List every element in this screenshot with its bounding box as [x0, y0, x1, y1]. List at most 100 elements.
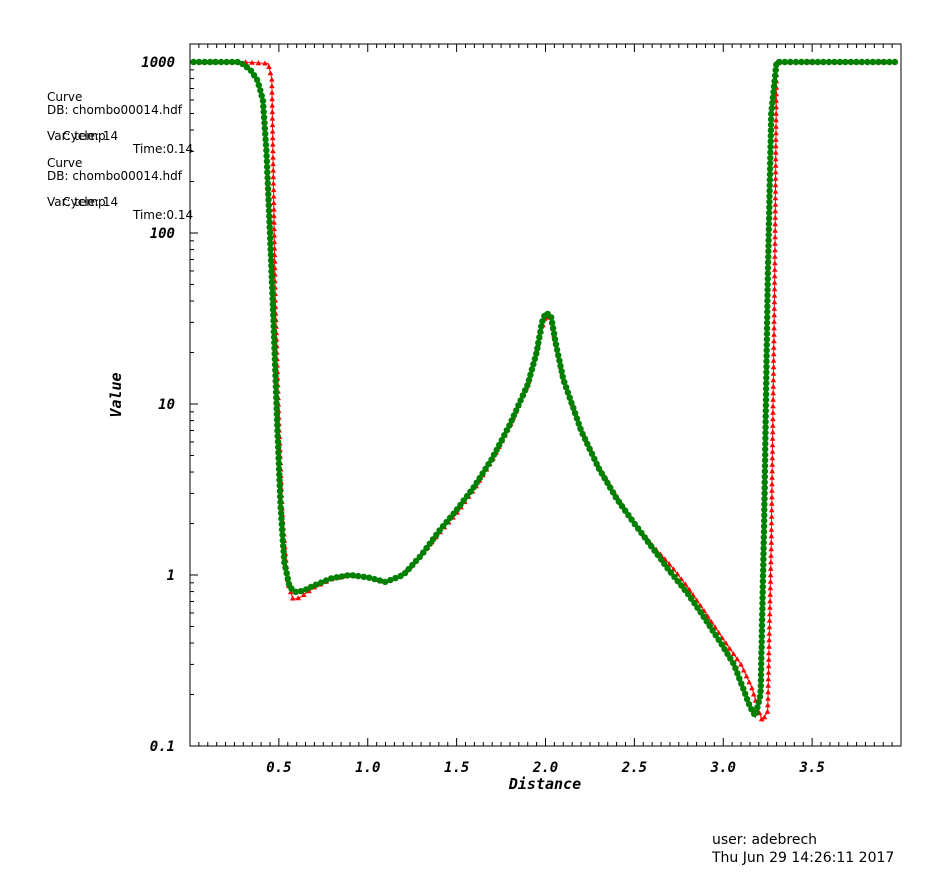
- data-point: [609, 489, 617, 496]
- data-point: [765, 242, 772, 250]
- data-point: [259, 97, 267, 105]
- data-point: [760, 534, 767, 541]
- data-point: [772, 188, 779, 194]
- data-point: [275, 465, 283, 473]
- data-point: [405, 565, 412, 573]
- data-point: [262, 130, 269, 138]
- data-point: [772, 234, 778, 240]
- data-point: [734, 656, 740, 662]
- data-point: [538, 323, 545, 330]
- data-point: [488, 456, 495, 463]
- data-point: [551, 335, 559, 343]
- data-point: [674, 578, 681, 585]
- data-point: [453, 506, 461, 513]
- data-point: [688, 595, 695, 602]
- data-point: [531, 355, 539, 363]
- data-point: [548, 314, 555, 321]
- x-tick-label: 1.0: [355, 760, 380, 776]
- data-point: [761, 457, 769, 464]
- data-point: [763, 363, 770, 370]
- data-point: [787, 58, 794, 66]
- data-point: [762, 451, 769, 458]
- data-point: [206, 58, 214, 66]
- data-point: [270, 167, 276, 173]
- data-point: [757, 666, 765, 673]
- data-point: [228, 58, 236, 66]
- data-point: [269, 290, 276, 297]
- data-point: [757, 682, 764, 689]
- data-point: [266, 63, 272, 69]
- data-point: [247, 67, 255, 74]
- legend-var: Var: temp: [47, 195, 106, 209]
- data-point: [561, 378, 568, 386]
- data-point: [768, 520, 775, 526]
- data-point: [765, 682, 771, 688]
- data-point: [761, 714, 768, 720]
- data-point: [762, 413, 769, 420]
- data-point: [770, 88, 777, 96]
- data-point: [771, 338, 777, 344]
- data-point: [740, 667, 747, 673]
- data-point: [269, 306, 277, 313]
- data-point: [769, 429, 776, 435]
- data-point: [770, 370, 777, 376]
- data-point: [638, 529, 645, 537]
- data-point: [761, 501, 768, 508]
- footer-user: user: adebrech: [712, 832, 818, 848]
- data-point: [591, 455, 598, 462]
- data-point: [581, 435, 589, 443]
- data-point: [697, 609, 704, 616]
- data-point: [764, 281, 771, 288]
- data-point: [759, 583, 766, 590]
- data-point: [767, 604, 773, 610]
- data-point: [268, 279, 276, 286]
- data-point: [612, 494, 619, 501]
- data-point: [450, 510, 457, 517]
- y-tick-label: 100: [150, 226, 175, 242]
- data-point: [773, 123, 779, 129]
- data-point: [506, 422, 513, 429]
- data-point: [771, 305, 778, 311]
- data-point: [762, 446, 769, 453]
- data-point: [768, 507, 775, 513]
- x-tick-label: 3.5: [798, 760, 824, 776]
- data-point: [763, 319, 771, 327]
- data-point: [764, 264, 772, 272]
- data-point: [763, 347, 770, 354]
- data-point: [270, 161, 276, 167]
- data-point: [295, 595, 301, 601]
- data-point: [274, 438, 282, 445]
- data-point: [536, 334, 543, 341]
- data-point: [338, 573, 346, 580]
- data-point: [217, 58, 225, 66]
- data-point: [270, 154, 276, 160]
- data-point: [666, 561, 673, 567]
- data-point: [772, 260, 778, 266]
- data-point: [457, 501, 464, 509]
- data-point: [270, 174, 277, 180]
- data-point: [686, 586, 693, 592]
- data-point: [275, 449, 282, 456]
- data-point: [328, 575, 335, 582]
- data-point: [473, 479, 480, 486]
- data-point: [271, 356, 279, 363]
- data-point: [770, 396, 776, 402]
- data-point: [265, 191, 272, 198]
- data-point: [556, 357, 563, 364]
- data-point: [260, 114, 268, 121]
- data-point: [858, 58, 866, 66]
- data-point: [269, 83, 275, 89]
- legend-title: Curve: [47, 156, 83, 170]
- data-point: [771, 299, 778, 305]
- data-point: [559, 373, 566, 380]
- data-point: [761, 479, 768, 486]
- data-point: [759, 600, 766, 607]
- data-point: [771, 292, 778, 298]
- data-point: [880, 58, 888, 66]
- data-point: [266, 224, 273, 231]
- legend-entry-1: Curve DB: chombo00014.hdf Cycle: 14 Time…: [47, 91, 193, 156]
- data-point: [517, 397, 524, 404]
- data-point: [270, 193, 277, 199]
- data-point: [764, 292, 771, 299]
- data-point: [275, 443, 282, 451]
